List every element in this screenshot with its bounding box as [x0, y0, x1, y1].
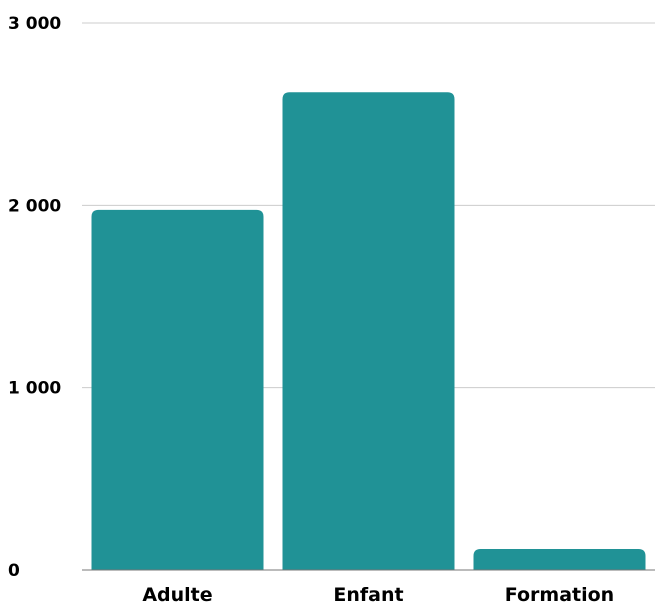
y-tick-label: 3 000 [8, 14, 61, 34]
bars [91, 92, 646, 570]
bar-formation [473, 549, 646, 570]
y-tick-label: 0 [8, 561, 20, 581]
bar-adulte [91, 209, 264, 570]
x-tick-label: Adulte [142, 584, 212, 603]
bar-enfant [282, 92, 455, 570]
y-axis-tick-labels: 0 1 000 2 000 3 000 [8, 14, 61, 581]
y-tick-label: 1 000 [8, 379, 61, 399]
x-tick-label: Enfant [333, 584, 403, 603]
y-tick-label: 2 000 [8, 196, 61, 216]
x-axis-category-labels: Adulte Enfant Formation [142, 584, 614, 603]
x-tick-label: Formation [505, 584, 614, 603]
